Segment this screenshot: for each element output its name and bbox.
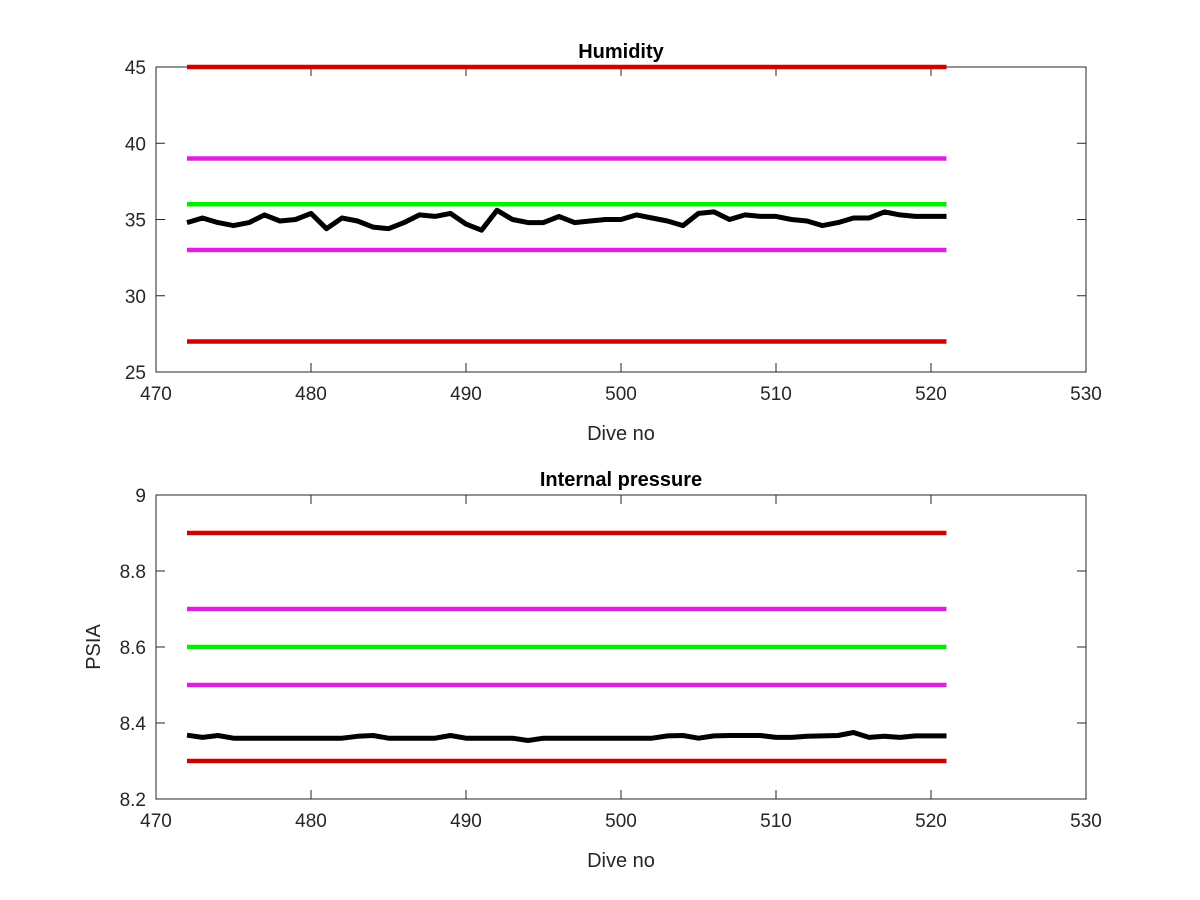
humidity-chart-title: Humidity bbox=[578, 41, 664, 63]
y-tick-label: 8.6 bbox=[120, 638, 146, 659]
y-tick-label: 30 bbox=[125, 287, 146, 308]
x-tick-label: 470 bbox=[140, 384, 172, 405]
pressure-data-line bbox=[186, 730, 947, 743]
x-tick-label: 510 bbox=[760, 384, 792, 405]
x-tick-label: 530 bbox=[1070, 811, 1102, 832]
y-tick-label: 9 bbox=[135, 486, 146, 507]
humidity-x-axis-label: Dive no bbox=[587, 423, 655, 445]
x-tick-label: 480 bbox=[295, 384, 327, 405]
x-tick-label: 520 bbox=[915, 811, 947, 832]
pressure-y-axis-label: PSIA bbox=[83, 624, 105, 670]
x-tick-label: 510 bbox=[760, 811, 792, 832]
y-tick-label: 45 bbox=[125, 58, 146, 79]
internal-pressure-chart: 470 480 490 500 510 520 530 8.2 8.4 8.6 8.8 9 Intern… bbox=[83, 469, 1102, 872]
x-tick-label: 520 bbox=[915, 384, 947, 405]
x-tick-label: 480 bbox=[295, 811, 327, 832]
humidity-chart: 470 480 490 500 510 520 530 25 30 35 40 45 Humidity D… bbox=[125, 41, 1102, 445]
y-tick-label: 8.4 bbox=[120, 714, 147, 735]
y-tick-label: 8.8 bbox=[120, 562, 146, 583]
x-tick-label: 530 bbox=[1070, 384, 1102, 405]
x-tick-label: 490 bbox=[450, 811, 482, 832]
y-tick-label: 40 bbox=[125, 134, 146, 155]
humidity-data-line bbox=[186, 207, 947, 233]
y-tick-label: 25 bbox=[125, 363, 146, 384]
pressure-x-axis-label: Dive no bbox=[587, 850, 655, 872]
pressure-chart-title: Internal pressure bbox=[540, 469, 702, 491]
x-tick-label: 470 bbox=[140, 811, 172, 832]
x-tick-label: 490 bbox=[450, 384, 482, 405]
x-tick-label: 500 bbox=[605, 384, 637, 405]
y-tick-label: 8.2 bbox=[120, 790, 146, 811]
x-tick-label: 500 bbox=[605, 811, 637, 832]
y-tick-label: 35 bbox=[125, 211, 146, 232]
